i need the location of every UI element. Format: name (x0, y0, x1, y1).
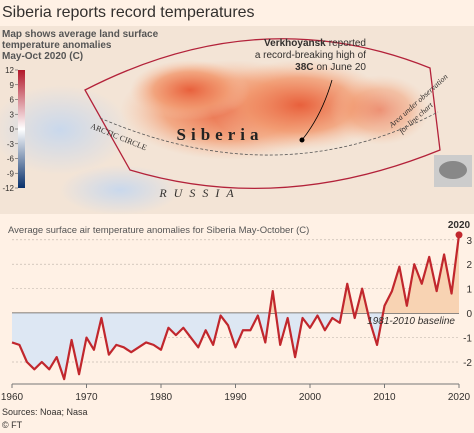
y-tick-label: 1 (466, 285, 472, 296)
colorbar-tick-label: 12 (5, 66, 14, 75)
caption-line: Map shows average land surface (2, 29, 159, 40)
y-tick-label: 2 (466, 260, 472, 271)
region-label: Siberia (177, 125, 264, 144)
annotation-line: 38C on June 20 (295, 62, 366, 73)
annotation-line: Verkhoyansk reported (264, 38, 366, 49)
baseline-label: 1981-2010 baseline (367, 316, 455, 327)
page-title: Siberia reports record temperatures (2, 4, 255, 21)
country-label: RUSSIA (158, 186, 240, 200)
x-tick-label: 2020 (448, 392, 471, 403)
y-tick-label: -1 (463, 334, 472, 345)
credit: © FT (2, 420, 23, 430)
colorbar-tick-label: -3 (7, 140, 15, 149)
x-tick-label: 1980 (150, 392, 173, 403)
source: Sources: Noaa; Nasa (2, 407, 88, 417)
annotation-text: Verkhoyansk (264, 38, 326, 49)
caption-line: temperature anomalies (2, 40, 112, 51)
caption-line: May-Oct 2020 (C) (2, 51, 83, 62)
colorbar-tick-label: 3 (10, 110, 15, 119)
annotation-text: reported (329, 38, 366, 49)
colorbar-tick-label: -9 (7, 169, 15, 178)
map-caption: Map shows average land surfacetemperatur… (2, 29, 159, 62)
y-tick-label: -2 (463, 358, 472, 369)
colorbar-tick-label: -12 (2, 184, 14, 193)
end-label: 2020 (448, 220, 471, 231)
area-above (12, 234, 459, 314)
annotation-line: a record-breaking high of (255, 50, 366, 61)
colorbar-tick-label: 0 (10, 125, 15, 134)
y-tick-label: 0 (466, 309, 472, 320)
annotation-text: 38C (295, 62, 313, 73)
colorbar (18, 70, 25, 188)
x-tick-label: 2010 (373, 392, 396, 403)
x-tick-label: 1970 (75, 392, 98, 403)
x-tick-label: 1960 (1, 392, 24, 403)
colorbar-tick-label: -6 (7, 155, 15, 164)
annotation-text: a record-breaking high of (255, 50, 366, 61)
line (11, 234, 461, 381)
end-dot (455, 231, 463, 239)
x-tick-label: 1990 (224, 392, 247, 403)
colorbar-tick-label: 9 (10, 81, 15, 90)
colorbar-tick-label: 6 (10, 96, 15, 105)
line-chart: Average surface air temperature anomalie… (1, 220, 473, 403)
annotation-text: on June 20 (317, 62, 367, 73)
chart-title: Average surface air temperature anomalie… (8, 225, 309, 236)
map (0, 26, 474, 215)
y-tick-label: 3 (466, 236, 472, 247)
x-tick-label: 2000 (299, 392, 322, 403)
